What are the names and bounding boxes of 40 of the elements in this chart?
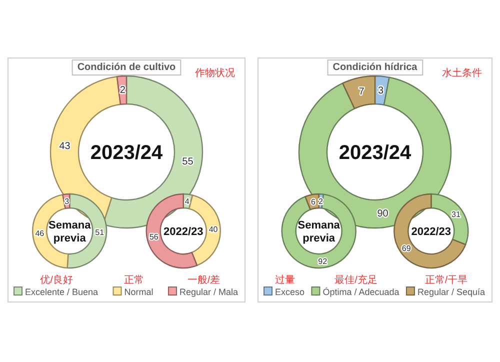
text: 2023/24 [338,142,412,164]
donut-slice [342,75,376,110]
text: 2022/23 [411,226,452,238]
data-label: 43 [59,141,70,152]
text: 2023/24 [90,142,164,164]
legend-label: Exceso [275,287,305,297]
text: 2022/23 [163,226,204,238]
legend-label: Óptima / Adecuada [322,287,400,297]
data-label: 4 [184,197,190,206]
data-label: 6 [311,198,316,207]
data-label: 46 [35,228,44,238]
text: 最佳/充足 [334,274,378,286]
data-label: 55 [182,156,194,168]
data-label: 2 [120,85,126,96]
text: 过量 [274,274,295,286]
legend-label: Excelente / Buena [25,287,98,297]
legend-label: Normal [124,287,154,297]
text: Semana previa [48,219,92,244]
data-label: 3 [64,197,70,206]
text: 正常/干旱 [424,274,468,286]
data-label: 92 [318,256,328,266]
data-label: 3 [378,85,384,96]
data-label: 40 [208,225,218,234]
legend-label: Regular / Sequía [417,287,485,297]
text: Semana previa [298,219,341,244]
data-label: 56 [149,232,158,242]
text: 一般/差 [187,274,220,286]
chart-title: Condición hídrica [332,62,418,73]
data-label: 7 [358,86,364,98]
text: 作物状况 [194,67,235,79]
chart-title: Condición de cultivo [77,62,176,73]
data-label: 90 [377,208,388,220]
donut-slice [394,193,466,269]
text: 正常 [124,274,144,286]
data-label: 69 [402,244,411,253]
text: 水土条件 [442,67,482,79]
data-label: 31 [452,210,460,220]
text: 优/良好 [40,274,73,286]
legend-label: Regular / Mala [179,287,238,297]
data-label: 51 [95,228,104,237]
